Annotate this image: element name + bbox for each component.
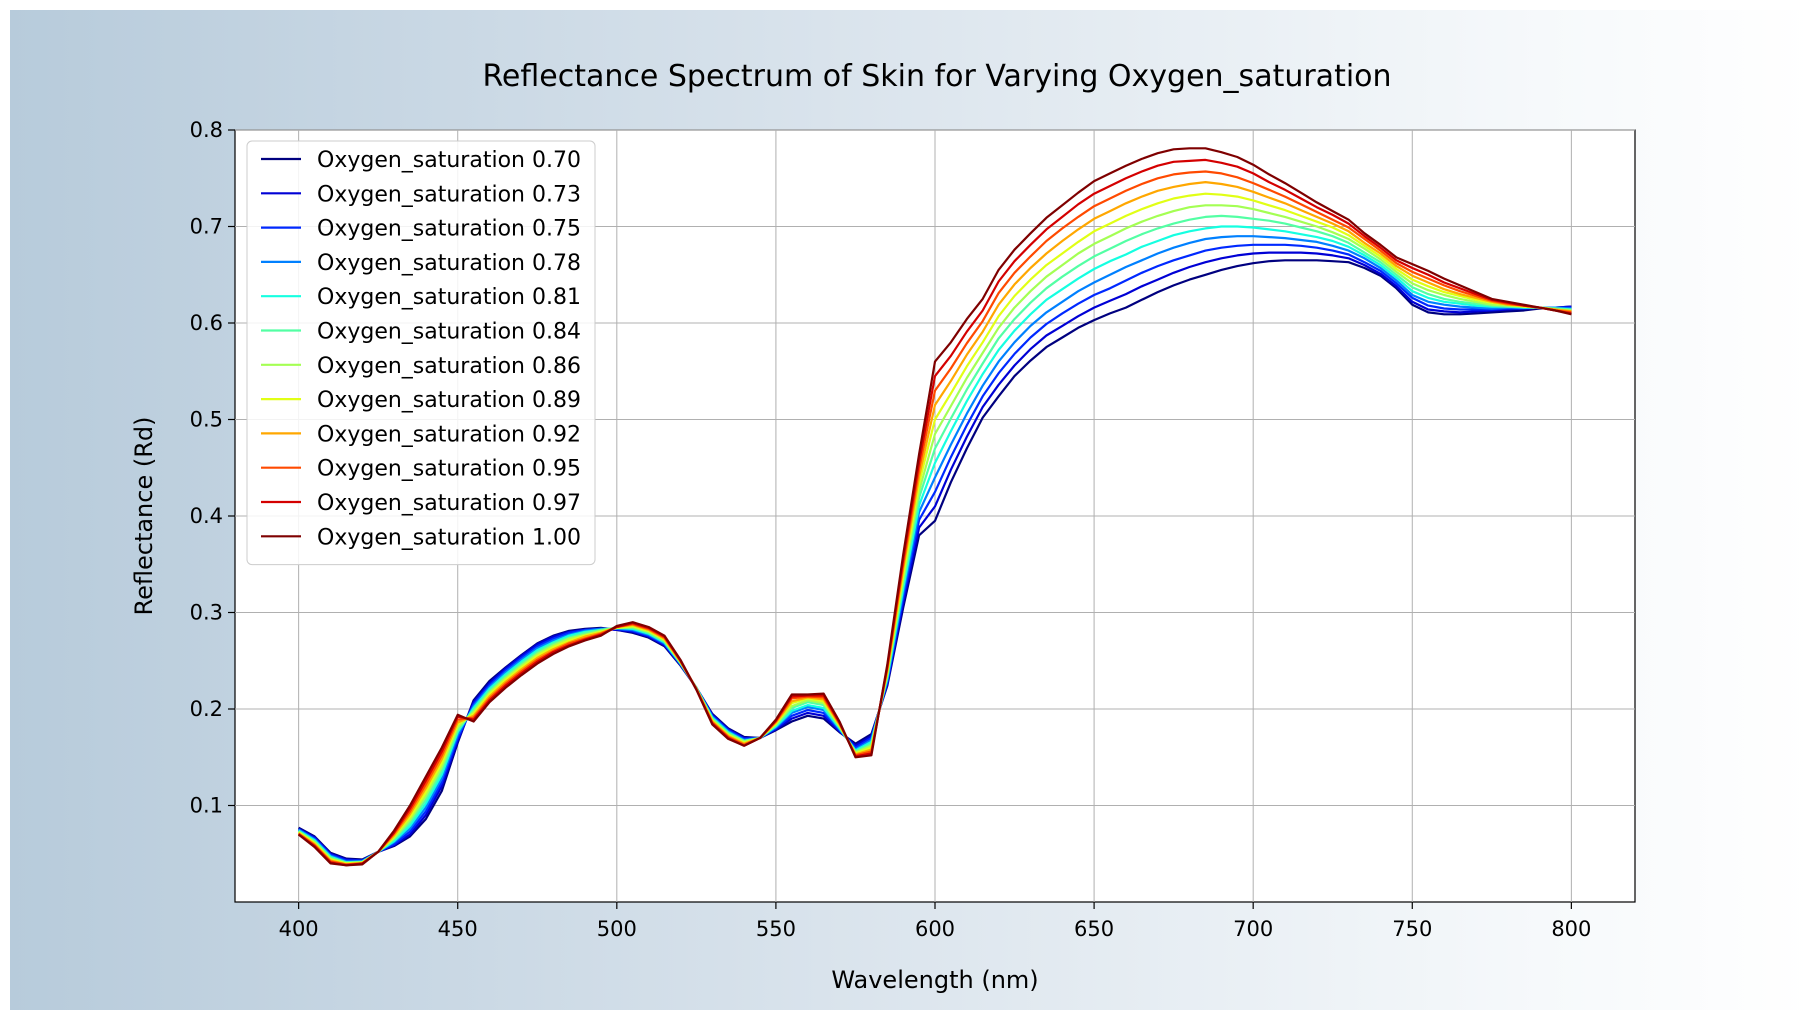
series-layer — [297, 147, 1572, 867]
y-axis-ticks: 0.1 0.2 0.3 0.4 0.5 0.6 0.7 0.8 — [190, 118, 235, 818]
legend: Oxygen_saturation 0.70 Oxygen_saturation … — [246, 140, 596, 566]
legend-label-5: Oxygen_saturation 0.84 — [317, 320, 581, 345]
y-tick-label: 0.7 — [190, 215, 223, 239]
series-line-6 — [297, 204, 1572, 865]
y-tick-label: 0.2 — [190, 697, 223, 721]
y-axis-label: Reflectance (Rd) — [130, 417, 158, 616]
legend-label-1: Oxygen_saturation 0.73 — [317, 182, 581, 207]
legend-label-2: Oxygen_saturation 0.75 — [317, 217, 581, 242]
legend-label-6: Oxygen_saturation 0.86 — [317, 354, 581, 379]
series-line-3 — [298, 235, 1572, 863]
series-line-7 — [297, 192, 1572, 865]
series-line-8 — [297, 181, 1572, 866]
legend-label-7: Oxygen_saturation 0.89 — [317, 388, 581, 413]
x-tick-label: 550 — [756, 917, 796, 941]
series-line-4 — [298, 225, 1572, 864]
x-tick-label: 650 — [1074, 917, 1114, 941]
x-axis-ticks: 400 450 500 550 600 650 700 750 800 — [279, 902, 1591, 941]
legend-label-4: Oxygen_saturation 0.81 — [317, 285, 581, 310]
legend-label-8: Oxygen_saturation 0.92 — [317, 422, 581, 447]
legend-label-9: Oxygen_saturation 0.95 — [317, 457, 581, 482]
y-tick-label: 0.8 — [190, 118, 223, 142]
y-tick-label: 0.6 — [190, 311, 223, 335]
legend-label-10: Oxygen_saturation 0.97 — [317, 491, 581, 516]
x-tick-label: 700 — [1233, 917, 1273, 941]
figure-background: Reflectance Spectrum of Skin for Varying… — [10, 10, 1812, 1010]
series-line-5 — [298, 214, 1572, 864]
x-tick-label: 750 — [1392, 917, 1432, 941]
series-line-11 — [297, 147, 1572, 867]
y-tick-label: 0.5 — [190, 408, 223, 432]
series-line-10 — [297, 158, 1572, 867]
x-tick-label: 500 — [597, 917, 637, 941]
x-axis-label: Wavelength (nm) — [831, 966, 1038, 994]
x-tick-label: 450 — [438, 917, 478, 941]
legend-label-0: Oxygen_saturation 0.70 — [317, 148, 581, 173]
reflectance-chart: Reflectance Spectrum of Skin for Varying… — [130, 59, 1636, 994]
y-tick-label: 0.1 — [190, 794, 223, 818]
y-tick-label: 0.4 — [190, 504, 223, 528]
chart-title: Reflectance Spectrum of Skin for Varying… — [482, 59, 1391, 94]
x-tick-label: 800 — [1551, 917, 1591, 941]
x-tick-label: 600 — [915, 917, 955, 941]
y-tick-label: 0.3 — [190, 601, 223, 625]
legend-box — [246, 140, 596, 566]
x-tick-label: 400 — [279, 917, 319, 941]
series-line-1 — [298, 251, 1572, 862]
series-line-2 — [298, 243, 1572, 862]
series-line-9 — [297, 170, 1572, 866]
legend-label-3: Oxygen_saturation 0.78 — [317, 251, 581, 276]
legend-label-11: Oxygen_saturation 1.00 — [317, 525, 581, 550]
